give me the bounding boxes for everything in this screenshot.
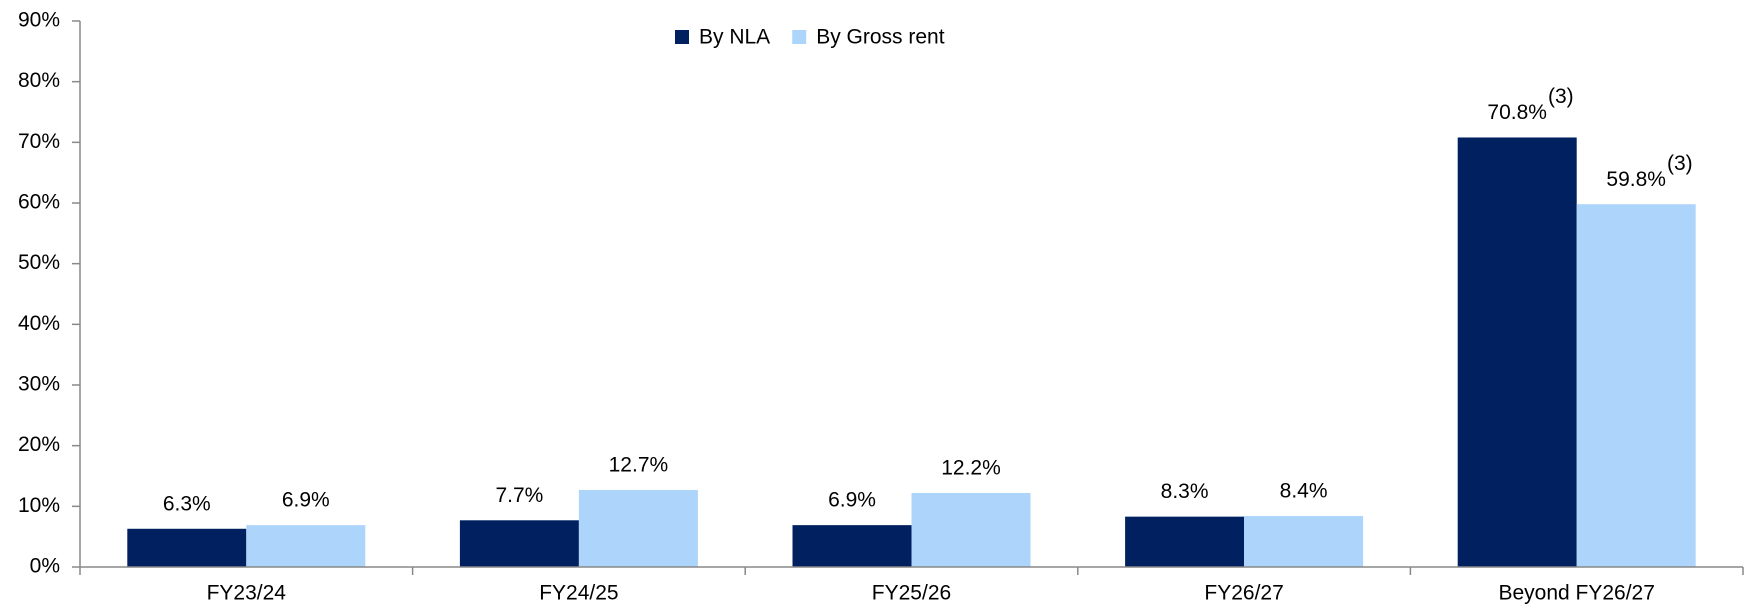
bar: [246, 525, 366, 567]
bar: [1244, 516, 1364, 567]
value-label: 59.8%: [1606, 168, 1666, 191]
value-label: 12.7%: [609, 454, 669, 477]
bar: [127, 528, 247, 567]
value-label: 7.7%: [495, 484, 543, 507]
y-tick-label: 0%: [30, 555, 60, 578]
y-tick-label: 90%: [18, 9, 60, 32]
x-tick-label: Beyond FY26/27: [1498, 582, 1654, 605]
bar: [578, 489, 698, 567]
value-superscript: (3): [1548, 85, 1574, 108]
y-tick-label: 30%: [18, 373, 60, 396]
y-tick-label: 10%: [18, 494, 60, 517]
legend-swatch: [675, 30, 689, 44]
y-tick-label: 20%: [18, 433, 60, 456]
bar: [1457, 137, 1577, 568]
bar: [911, 492, 1031, 567]
value-label: 8.3%: [1161, 480, 1209, 503]
value-label: 6.9%: [282, 489, 330, 512]
x-tick-label: FY25/26: [872, 582, 951, 605]
y-tick-label: 40%: [18, 312, 60, 335]
y-tick-label: 50%: [18, 251, 60, 274]
y-tick-label: 60%: [18, 191, 60, 214]
y-tick-label: 70%: [18, 130, 60, 153]
value-label: 8.4%: [1280, 480, 1328, 503]
bar: [1125, 516, 1245, 567]
value-label: 12.2%: [941, 457, 1001, 480]
value-label: 6.9%: [828, 489, 876, 512]
x-tick-label: FY26/27: [1204, 582, 1283, 605]
x-tick-label: FY23/24: [207, 582, 287, 605]
legend: By NLA By Gross rent: [675, 26, 945, 49]
bar: [792, 525, 912, 567]
legend-label: By NLA: [699, 26, 770, 49]
value-label: 6.3%: [163, 492, 211, 515]
value-label: 70.8%: [1487, 101, 1547, 124]
bar: [459, 520, 579, 567]
legend-label: By Gross rent: [816, 26, 945, 49]
value-superscript: (3): [1667, 152, 1693, 175]
y-tick-label: 80%: [18, 69, 60, 92]
x-tick-label: FY24/25: [539, 582, 618, 605]
legend-swatch: [792, 30, 807, 44]
bar: [1576, 204, 1696, 568]
